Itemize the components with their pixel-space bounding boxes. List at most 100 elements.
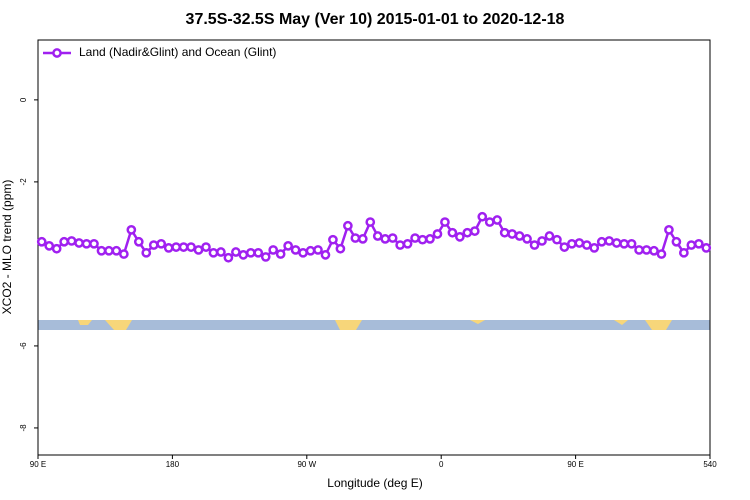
- data-point: [395, 240, 405, 250]
- y-axis-label: XCO2 - MLO trend (ppm): [0, 180, 14, 315]
- data-point: [619, 238, 629, 249]
- data-point: [514, 231, 525, 241]
- data-point: [36, 236, 47, 247]
- data-point: [51, 243, 62, 254]
- data-point: [298, 247, 308, 258]
- data-point: [544, 231, 555, 241]
- data-point: [253, 247, 264, 258]
- data-point: [626, 238, 637, 249]
- data-point: [372, 231, 383, 241]
- data-point: [216, 247, 226, 257]
- data-point: [74, 238, 84, 248]
- data-point: [163, 243, 174, 253]
- data-point: [537, 236, 547, 246]
- data-point: [238, 250, 249, 260]
- data-point: [283, 241, 293, 251]
- data-point: [96, 245, 107, 256]
- data-point: [223, 252, 234, 263]
- data-point: [686, 240, 697, 250]
- data-point: [417, 234, 428, 245]
- data-point: [656, 249, 667, 259]
- data-point: [634, 245, 644, 255]
- data-point: [410, 233, 420, 243]
- x-tick-label: 540: [703, 460, 717, 469]
- data-point: [440, 217, 450, 227]
- data-point: [148, 240, 159, 250]
- y-tick-label: -6: [19, 342, 28, 350]
- data-point: [567, 238, 577, 249]
- data-point: [126, 225, 137, 235]
- data-point: [171, 242, 181, 252]
- data-point: [365, 217, 376, 227]
- data-point: [268, 245, 279, 255]
- data-point: [141, 247, 152, 258]
- x-tick-label: 180: [166, 460, 180, 469]
- data-point: [178, 242, 189, 252]
- data-point: [328, 234, 338, 245]
- data-point: [507, 229, 517, 239]
- data-point: [425, 234, 435, 244]
- data-point: [671, 236, 682, 247]
- data-point: [581, 240, 592, 250]
- map-strip: [38, 320, 710, 330]
- data-point: [477, 211, 488, 222]
- data-point: [649, 245, 659, 256]
- y-tick-label: -2: [19, 178, 28, 186]
- data-point: [313, 245, 323, 255]
- x-axis-label: Longitude (deg E): [327, 476, 422, 490]
- data-point: [89, 238, 99, 249]
- data-point: [693, 238, 704, 249]
- data-point: [529, 240, 540, 250]
- data-point: [193, 245, 204, 255]
- data-point: [59, 236, 69, 247]
- data-point: [111, 245, 122, 256]
- data-point: [484, 217, 495, 227]
- data-point: [81, 238, 92, 249]
- x-tick-label: 0: [439, 460, 444, 469]
- data-point: [290, 245, 301, 255]
- x-tick-label: 90 W: [297, 460, 316, 469]
- data-point: [462, 227, 473, 238]
- legend-marker: [52, 48, 62, 58]
- x-tick-label: 90 E: [30, 460, 46, 469]
- data-point: [335, 243, 346, 254]
- data-point: [208, 247, 219, 258]
- data-point: [260, 252, 271, 262]
- x-tick-label: 90 E: [567, 460, 583, 469]
- data-point: [245, 247, 256, 258]
- data-point: [402, 238, 413, 249]
- data-point: [44, 241, 55, 251]
- data-point: [499, 227, 510, 238]
- legend-label: Land (Nadir&Glint) and Ocean (Glint): [79, 45, 276, 59]
- data-point: [66, 236, 77, 246]
- data-point: [447, 227, 458, 238]
- data-point: [574, 238, 585, 248]
- data-point: [275, 249, 286, 259]
- data-point: [522, 234, 532, 244]
- y-tick-label: -8: [19, 424, 28, 432]
- data-point: [119, 249, 129, 259]
- data-point: [611, 238, 622, 248]
- data-point: [552, 234, 562, 245]
- data-point: [641, 245, 652, 255]
- data-point: [350, 233, 361, 243]
- data-point: [357, 234, 368, 244]
- data-point: [455, 231, 465, 242]
- data-point: [380, 234, 391, 244]
- plot-frame: [37, 39, 711, 456]
- data-point: [701, 243, 712, 253]
- data-point: [596, 236, 607, 247]
- data-point: [104, 245, 114, 256]
- data-point: [186, 242, 196, 252]
- data-point: [156, 238, 167, 249]
- data-point: [231, 247, 241, 257]
- data-point: [469, 226, 480, 236]
- data-point: [432, 229, 443, 239]
- data-point: [305, 245, 316, 256]
- data-point: [320, 250, 331, 260]
- data-point: [589, 243, 600, 253]
- y-tick-label: 0: [19, 97, 28, 102]
- data-point: [664, 225, 674, 235]
- data-point: [387, 233, 398, 243]
